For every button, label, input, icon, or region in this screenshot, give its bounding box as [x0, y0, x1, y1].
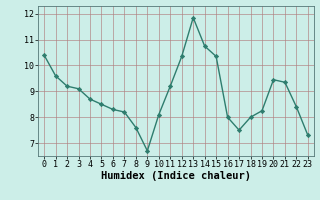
X-axis label: Humidex (Indice chaleur): Humidex (Indice chaleur) [101, 171, 251, 181]
